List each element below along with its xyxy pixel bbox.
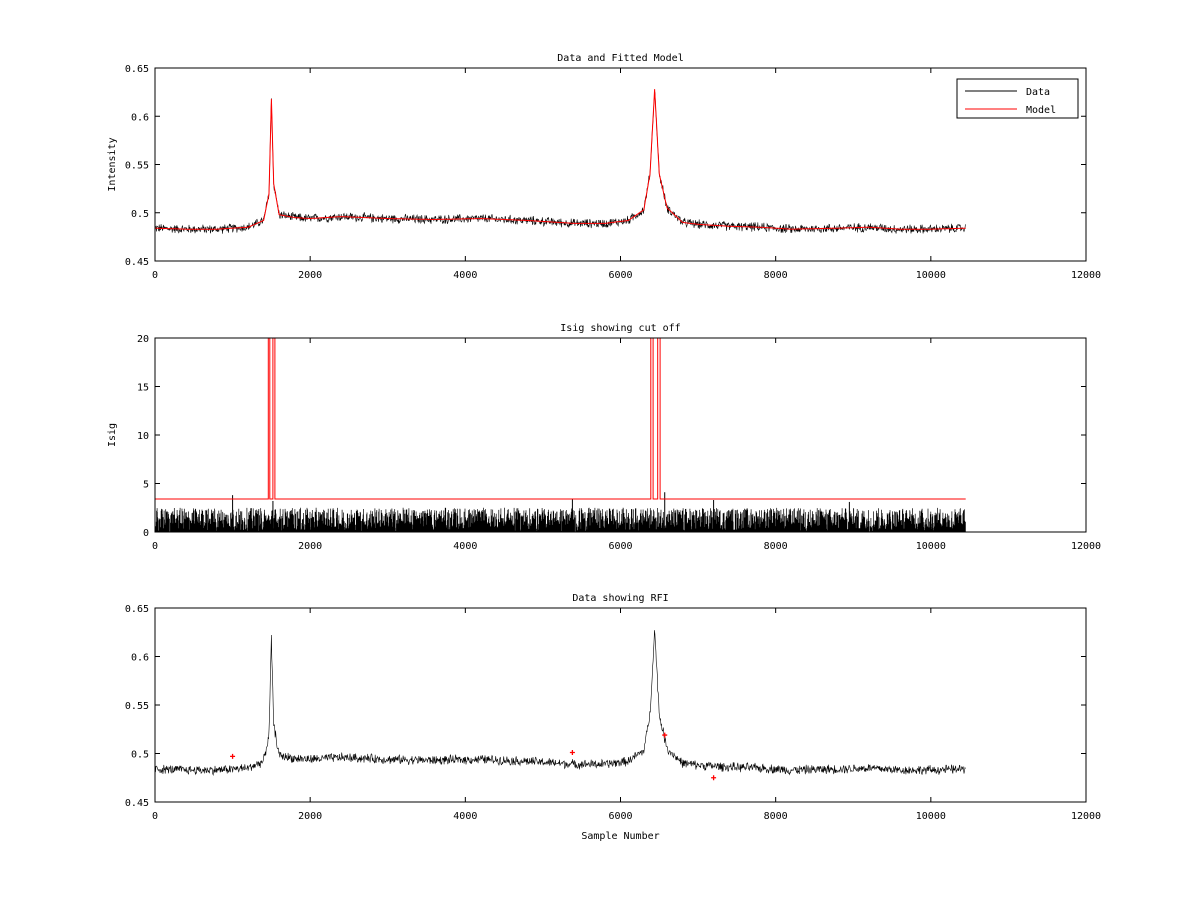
x-tick-label: 0	[152, 811, 158, 822]
x-tick-label: 4000	[453, 811, 477, 822]
y-tick-label: 0	[143, 528, 149, 539]
x-tick-label: 12000	[1071, 811, 1101, 822]
y-axis-label: Intensity	[107, 137, 118, 191]
x-tick-label: 10000	[916, 541, 946, 552]
rfi-marker	[711, 775, 717, 781]
y-axis-label: Isig	[107, 423, 118, 447]
plot-data	[155, 630, 966, 777]
y-tick-label: 0.45	[125, 798, 149, 809]
rfi-marker	[662, 732, 668, 738]
series-1-line	[155, 630, 966, 777]
y-tick-label: 0.55	[125, 161, 149, 172]
x-tick-label: 6000	[608, 541, 632, 552]
plot-title: Data showing RFI	[572, 593, 668, 604]
x-tick-label: 8000	[764, 811, 788, 822]
x-axis-label: Sample Number	[581, 831, 659, 842]
x-tick-label: 12000	[1071, 270, 1101, 281]
y-tick-label: 0.45	[125, 257, 149, 268]
x-tick-label: 12000	[1071, 541, 1101, 552]
x-tick-label: 8000	[764, 270, 788, 281]
plot-data	[155, 89, 966, 234]
legend-label-model: Model	[1026, 105, 1056, 116]
x-tick-label: 6000	[608, 270, 632, 281]
y-tick-label: 0.55	[125, 701, 149, 712]
x-tick-label: 6000	[608, 811, 632, 822]
x-tick-label: 10000	[916, 811, 946, 822]
rfi-marker	[569, 750, 575, 756]
y-tick-label: 0.6	[131, 653, 149, 664]
plot-title: Data and Fitted Model	[557, 53, 683, 64]
y-tick-label: 0.5	[131, 209, 149, 220]
subplot-2: 0 2000 4000 6000 8000 10000 12000 0 5 10 15 20 Isig …	[107, 323, 1101, 552]
x-tick-label: 0	[152, 270, 158, 281]
cutoff-line	[155, 338, 966, 500]
subplot-1: 0 2000 4000 6000 8000 10000 12000 0.45 0.5 0.55 0.…	[107, 53, 1101, 281]
rfi-marker	[230, 753, 236, 759]
y-tick-label: 10	[137, 431, 149, 442]
y-tick-label: 0.5	[131, 750, 149, 761]
subplot-3: 0 2000 4000 6000 8000 10000 12000 0.45 0.5 0.55 0.…	[125, 593, 1101, 842]
plot-area	[155, 608, 1086, 802]
series-model-line	[155, 89, 966, 230]
y-tick-label: 0.65	[125, 64, 149, 75]
y-tick-label: 15	[137, 383, 149, 394]
plot-title: Isig showing cut off	[560, 323, 680, 334]
legend: Data Model	[956, 78, 1079, 119]
y-tick-label: 20	[137, 334, 149, 345]
x-tick-label: 4000	[453, 541, 477, 552]
x-tick-label: 2000	[298, 811, 322, 822]
x-tick-label: 10000	[916, 270, 946, 281]
x-tick-label: 4000	[453, 270, 477, 281]
x-tick-label: 2000	[298, 541, 322, 552]
y-tick-label: 0.6	[131, 112, 149, 123]
y-tick-label: 0.65	[125, 604, 149, 615]
x-tick-label: 2000	[298, 270, 322, 281]
y-tick-label: 5	[143, 480, 149, 491]
legend-label-data: Data	[1026, 87, 1050, 98]
subplots: 0 2000 4000 6000 8000 10000 120000.450.50.550.…	[107, 53, 1101, 842]
legend-box	[956, 78, 1079, 119]
plot-area	[155, 68, 1086, 261]
x-tick-label: 0	[152, 541, 158, 552]
x-tick-label: 8000	[764, 541, 788, 552]
plot-area	[155, 338, 1086, 532]
